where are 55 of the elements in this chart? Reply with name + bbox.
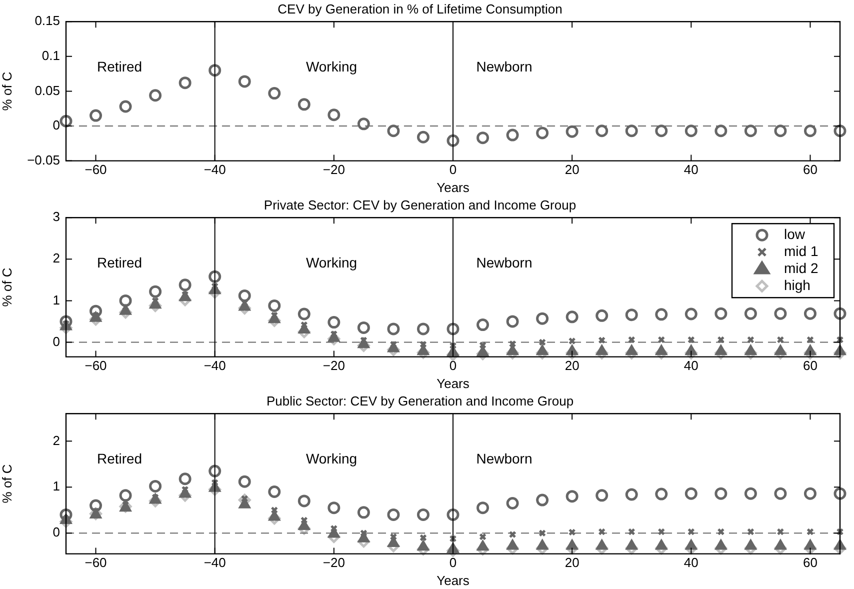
legend-label: low [784, 226, 806, 242]
y-tick-label: 1 [52, 478, 60, 494]
x-tick-label: −40 [204, 555, 226, 570]
x-tick-label: 60 [802, 555, 818, 570]
x-tick-label: −20 [322, 358, 345, 374]
y-tick-label: 2 [52, 250, 60, 266]
annotation: Retired [96, 58, 142, 74]
x-tick-label: 0 [449, 555, 457, 570]
x-tick-label: 20 [564, 555, 580, 570]
legend-label: mid 2 [784, 260, 818, 276]
x-tick-label: 20 [564, 162, 580, 178]
y-tick-label: 0 [52, 524, 60, 540]
y-axis-title: % of C [0, 268, 14, 307]
x-axis-title: Years [436, 376, 470, 391]
annotation: Retired [96, 450, 142, 467]
x-tick-label: 60 [802, 162, 818, 178]
legend-label: high [784, 276, 810, 293]
legend-label: mid 1 [784, 242, 818, 259]
x-tick-label: 0 [449, 358, 457, 374]
x-tick-label: −60 [84, 358, 107, 374]
y-tick-label: 0.05 [34, 82, 60, 98]
x-tick-label: −60 [84, 555, 107, 570]
x-tick-label: −60 [84, 162, 107, 178]
annotation: Newborn [476, 58, 532, 74]
x-tick-label: 40 [684, 162, 698, 178]
y-tick-label: 1 [52, 292, 60, 308]
chart-title: Private Sector: CEV by Generation and Income Group [264, 197, 576, 212]
x-tick-label: 20 [564, 358, 580, 374]
annotation: Newborn [476, 450, 532, 467]
y-tick-label: −0.05 [27, 152, 60, 168]
y-tick-label: 0.15 [34, 13, 60, 28]
x-tick-label: 40 [684, 358, 698, 374]
x-tick-label: −20 [322, 555, 345, 570]
y-tick-label: 0 [52, 334, 60, 349]
annotation: Working [306, 254, 358, 270]
x-tick-label: 0 [449, 162, 457, 178]
chart-title: Public Sector: CEV by Generation and Income Group [266, 393, 574, 408]
x-axis-title: Years [436, 572, 470, 588]
x-tick-label: −40 [204, 162, 226, 178]
annotation: Working [306, 450, 358, 467]
y-tick-label: 0.1 [42, 48, 60, 63]
y-tick-label: 2 [52, 432, 60, 448]
x-tick-label: 60 [802, 358, 818, 374]
y-tick-label: 3 [52, 209, 60, 224]
y-axis-title: % of C [0, 72, 14, 111]
annotation: Newborn [476, 254, 532, 270]
y-axis-title: % of C [0, 464, 14, 504]
x-tick-label: −20 [322, 162, 345, 178]
annotation: Retired [96, 254, 142, 270]
x-tick-label: −40 [204, 358, 226, 374]
x-tick-label: 40 [684, 555, 698, 570]
chart-title: CEV by Generation in % of Lifetime Consumption [278, 1, 562, 16]
x-axis-title: Years [436, 180, 470, 195]
annotation: Working [306, 58, 358, 74]
y-tick-label: 0 [52, 118, 60, 133]
